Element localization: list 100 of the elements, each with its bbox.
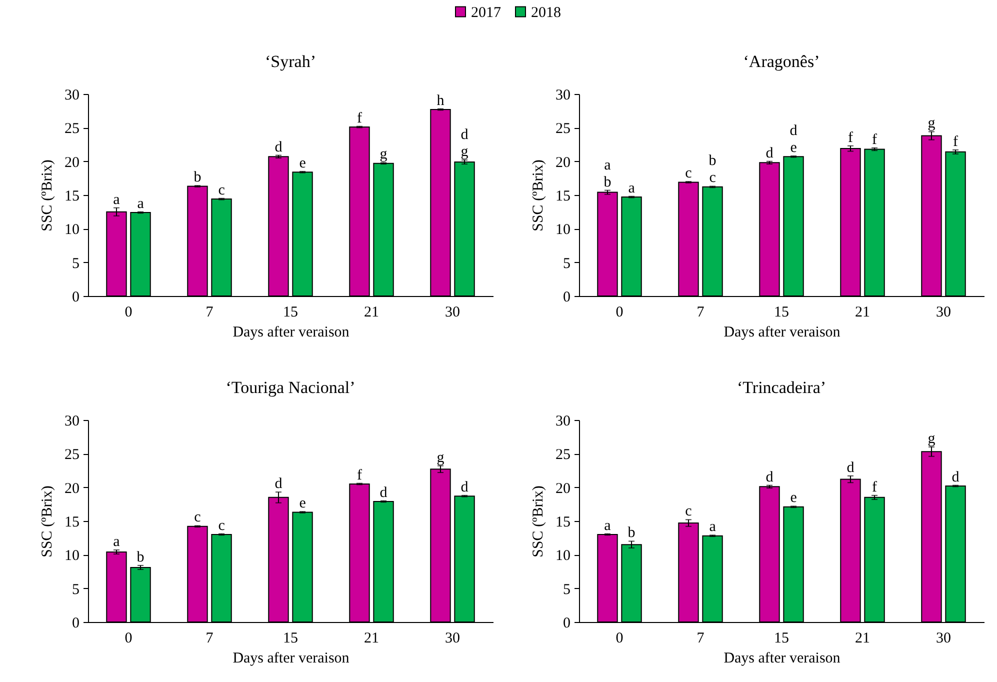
data-label: g <box>928 430 936 447</box>
y-tick-label: 20 <box>64 154 80 171</box>
x-tick-label: 30 <box>445 304 460 320</box>
y-tick-label: 5 <box>563 582 570 598</box>
legend-label: 2017 <box>471 4 502 21</box>
data-label: f <box>356 110 362 126</box>
x-tick-label: 15 <box>774 630 789 646</box>
data-label: f <box>872 479 878 496</box>
data-label: e <box>790 490 798 506</box>
y-tick-label: 0 <box>563 616 570 632</box>
data-label: d <box>460 479 469 496</box>
data-label: d <box>766 145 774 162</box>
chart-title: ‘Syrah’ <box>265 52 316 71</box>
data-label: f <box>356 467 362 484</box>
x-tick-label: 30 <box>936 630 951 646</box>
y-axis-title: SSC (ºBrix) <box>40 486 56 558</box>
data-label: e <box>299 155 306 172</box>
x-tick-label: 21 <box>364 630 379 646</box>
y-tick-label: 10 <box>64 222 80 238</box>
data-label: d <box>274 139 283 156</box>
data-label: b <box>628 525 636 542</box>
y-tick-label: 5 <box>72 256 80 272</box>
data-label: c <box>685 166 692 182</box>
x-axis-title: Days after veraison <box>232 650 350 666</box>
data-label: d <box>952 469 960 486</box>
data-label: a b <box>604 157 612 190</box>
data-label: h <box>436 92 445 109</box>
y-tick-label: 25 <box>556 121 570 138</box>
x-tick-label: 30 <box>936 304 951 320</box>
data-label: f <box>953 134 958 150</box>
data-label: g <box>928 116 936 132</box>
y-tick-label: 10 <box>64 548 80 564</box>
y-tick-label: 15 <box>556 188 570 204</box>
x-axis-title: Days after veraison <box>724 650 841 666</box>
x-tick-label: 0 <box>616 630 624 646</box>
y-tick-label: 25 <box>64 121 80 138</box>
x-tick-label: 0 <box>616 304 624 320</box>
chart-title: ‘Trincadeira’ <box>736 378 826 397</box>
data-label: a <box>628 180 636 196</box>
data-label: d <box>846 460 855 476</box>
y-tick-label: 20 <box>64 480 80 497</box>
data-label: f <box>848 130 853 146</box>
y-tick-label: 30 <box>556 88 570 104</box>
x-tick-label: 0 <box>124 630 132 646</box>
data-label: a <box>137 196 144 212</box>
x-tick-label: 15 <box>283 304 298 320</box>
y-tick-label: 20 <box>556 480 570 497</box>
y-tick-label: 5 <box>72 582 80 598</box>
x-tick-label: 7 <box>696 304 705 320</box>
y-tick-label: 15 <box>556 514 570 530</box>
x-tick-label: 21 <box>364 304 379 320</box>
x-tick-label: 7 <box>206 630 214 646</box>
y-tick-label: 10 <box>556 222 570 238</box>
x-tick-label: 21 <box>855 630 870 646</box>
data-label: c <box>218 518 226 534</box>
x-tick-label: 0 <box>124 304 132 320</box>
y-tick-label: 10 <box>556 548 570 564</box>
y-tick-label: 0 <box>563 290 570 306</box>
x-axis-title: Days after veraison <box>232 324 350 340</box>
y-tick-label: 5 <box>563 256 570 272</box>
data-label: d e <box>790 122 798 156</box>
y-tick-label: 30 <box>64 88 80 104</box>
x-tick-label: 15 <box>283 630 298 646</box>
legend-label: 2018 <box>531 4 561 21</box>
y-axis-title: SSC (ºBrix) <box>530 486 546 558</box>
data-label: b <box>136 549 144 566</box>
data-label: d <box>380 484 388 501</box>
y-tick-label: 25 <box>556 447 570 464</box>
y-tick-label: 15 <box>64 188 80 204</box>
x-tick-label: 15 <box>774 304 789 320</box>
data-label: a <box>113 192 120 208</box>
data-label: a <box>604 518 612 534</box>
y-tick-label: 20 <box>556 154 570 171</box>
data-label: f <box>872 132 878 148</box>
y-axis-title: SSC (ºBrix) <box>40 160 56 232</box>
y-tick-label: 30 <box>556 414 570 430</box>
chart-title: ‘Touriga Nacional’ <box>226 378 356 397</box>
data-label: d <box>274 476 283 492</box>
data-label: a <box>709 519 716 536</box>
data-label: g <box>380 146 388 163</box>
x-tick-label: 7 <box>696 630 705 646</box>
x-axis-title: Days after veraison <box>724 324 841 340</box>
y-tick-label: 30 <box>64 414 80 430</box>
data-label: b c <box>708 153 716 186</box>
data-label: g <box>436 450 445 466</box>
chart-title: ‘Aragonês’ <box>743 52 820 71</box>
data-label: c <box>218 182 226 198</box>
x-tick-label: 30 <box>445 630 460 646</box>
y-tick-label: 25 <box>64 447 80 464</box>
y-tick-label: 0 <box>72 290 80 306</box>
data-label: a <box>113 534 120 550</box>
y-tick-label: 0 <box>72 616 80 632</box>
data-label: d g <box>460 126 469 160</box>
x-tick-label: 21 <box>855 304 870 320</box>
data-label: c <box>194 510 202 526</box>
y-axis-title: SSC (ºBrix) <box>530 160 546 232</box>
x-tick-label: 7 <box>206 304 214 320</box>
y-tick-label: 15 <box>64 514 80 530</box>
data-label: d <box>766 469 774 486</box>
data-label: e <box>299 496 306 512</box>
